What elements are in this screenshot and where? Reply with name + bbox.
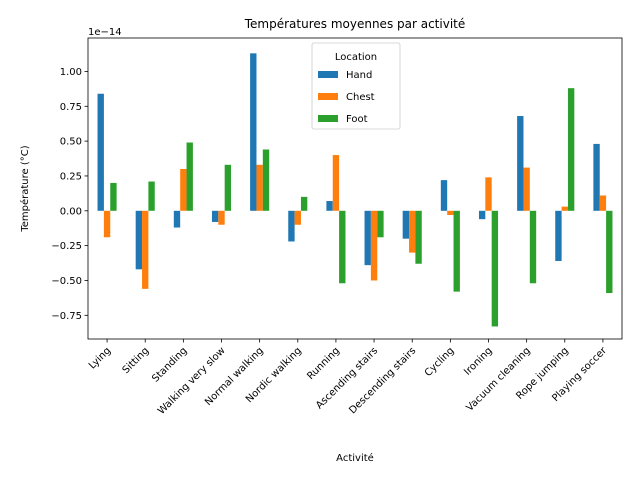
legend-swatch-foot (318, 115, 338, 122)
y-tick-label: 0.25 (60, 171, 82, 182)
bar-hand-7 (364, 210, 371, 266)
bar-hand-12 (555, 210, 562, 261)
bar-chest-0 (103, 210, 111, 238)
bar-foot-8 (415, 210, 422, 264)
bar-foot-6 (339, 210, 346, 284)
legend-frame (311, 42, 401, 130)
x-tick-label: Walking very slow (156, 345, 228, 417)
y-tick-label: −0.50 (51, 276, 82, 287)
bar-hand-6 (326, 201, 333, 211)
bar-foot-12 (567, 88, 575, 211)
y-axis-offset-label: 1e−14 (88, 27, 122, 38)
bar-foot-11 (529, 210, 537, 284)
y-tick-label: 0.00 (60, 206, 82, 217)
legend-label-chest: Chest (346, 92, 375, 103)
bar-hand-11 (517, 116, 524, 211)
bar-hand-9 (440, 180, 448, 211)
bar-foot-13 (606, 210, 613, 294)
bar-chest-4 (256, 164, 263, 211)
bar-hand-13 (593, 143, 600, 211)
bar-chest-13 (599, 195, 607, 211)
bar-foot-10 (491, 210, 499, 327)
bar-hand-8 (402, 210, 410, 239)
bar-chest-1 (142, 210, 149, 289)
bar-foot-7 (377, 210, 384, 238)
y-tick-label: −0.25 (51, 241, 82, 252)
legend-swatch-chest (318, 93, 338, 100)
bar-foot-1 (148, 181, 155, 211)
bar-chest-7 (370, 210, 378, 281)
bar-foot-2 (186, 142, 193, 211)
bar-hand-4 (250, 53, 257, 211)
x-tick-label: Running (305, 345, 342, 382)
bar-hand-10 (478, 210, 486, 220)
legend-swatch-hand (318, 71, 338, 78)
bar-chest-8 (409, 210, 416, 253)
bar-foot-5 (300, 196, 308, 211)
chart-title: Températures moyennes par activité (244, 17, 466, 31)
y-tick-label: 1.00 (60, 67, 82, 78)
x-tick-label: Standing (150, 345, 189, 384)
plot-frame (87, 37, 623, 340)
bars-layer (97, 53, 613, 327)
y-tick-label: 0.75 (60, 102, 82, 113)
x-tick-label: Sitting (121, 345, 152, 376)
legend-label-hand: Hand (346, 70, 372, 81)
bar-hand-1 (135, 210, 143, 270)
legend-title: Location (335, 52, 377, 63)
x-tick-label: Vacuum cleaning (464, 345, 532, 413)
bar-chest-10 (485, 177, 492, 211)
x-tick-label: Descending stairs (347, 345, 418, 416)
bar-foot-9 (453, 210, 460, 292)
y-tick-label: −0.75 (51, 311, 82, 322)
bar-foot-4 (262, 149, 270, 211)
bar-chest-5 (294, 210, 301, 225)
bar-chest-11 (523, 167, 530, 211)
x-tick-label: Ironing (462, 345, 494, 377)
legend: Location Hand Chest Foot (311, 42, 401, 130)
bar-foot-0 (110, 182, 117, 211)
bar-chest-9 (447, 210, 454, 215)
bar-hand-5 (288, 210, 295, 242)
bar-chest-2 (180, 168, 187, 211)
legend-label-foot: Foot (346, 114, 368, 125)
bar-chest-12 (561, 206, 568, 211)
x-tick-label: Cycling (423, 345, 457, 379)
bar-hand-0 (97, 93, 104, 211)
bar-hand-2 (173, 210, 181, 228)
bar-foot-3 (224, 164, 232, 211)
bar-hand-3 (211, 210, 219, 222)
y-tick-label: 0.50 (60, 137, 82, 148)
x-tick-label: Lying (87, 345, 113, 371)
bar-chest-6 (332, 155, 340, 211)
x-axis-label: Activité (336, 452, 374, 464)
bar-chest-3 (218, 210, 225, 225)
y-axis-label: Température (°C) (19, 145, 31, 232)
